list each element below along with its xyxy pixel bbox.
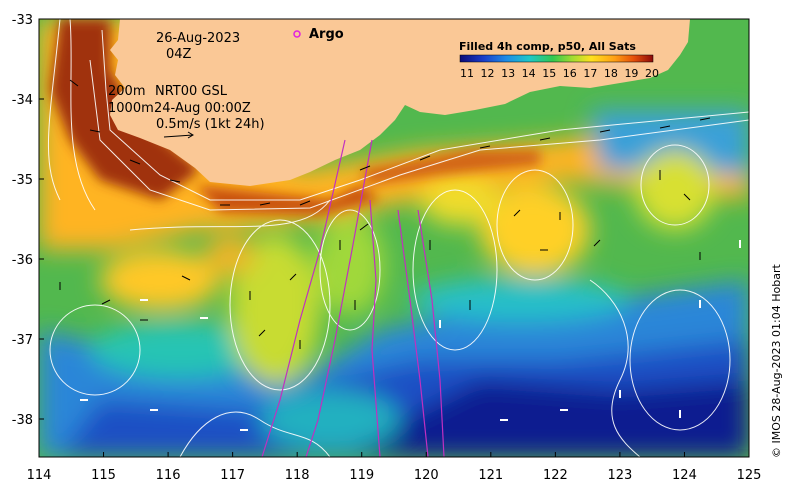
colorbar-tick-label: 16	[563, 67, 577, 80]
colorbar-tick-label: 15	[542, 67, 556, 80]
contour-label-1000m: 1000m	[108, 101, 154, 116]
colorbar-tick-label: 11	[460, 67, 474, 80]
colorbar-tick-label: 14	[522, 67, 536, 80]
colorbar-tick-label: 20	[645, 67, 659, 80]
latitude-axis: -33 -34 -35 -36 -37 -38	[12, 13, 44, 428]
lon-tick-label: 120	[414, 468, 439, 483]
lon-tick-label: 118	[285, 468, 310, 483]
argo-label: Argo	[309, 27, 344, 42]
lat-tick-label: -34	[12, 93, 33, 108]
lat-tick-label: -33	[12, 13, 33, 28]
colorbar-tick-label: 19	[624, 67, 638, 80]
altimetry-label: NRT00 GSL	[155, 84, 228, 99]
colorbar-tick-label: 12	[481, 67, 495, 80]
colorbar-title: Filled 4h comp, p50, All Sats	[459, 40, 636, 53]
longitude-axis: 114 115 116 117 118 119 120 121 122 123 124 125	[27, 452, 762, 483]
lon-tick-label: 119	[349, 468, 374, 483]
lon-tick-label: 122	[543, 468, 568, 483]
lon-tick-label: 114	[27, 468, 52, 483]
colorbar-ticks: 11 12 13 14 15 16 17 18 19 20	[460, 67, 659, 80]
colorbar-tick-label: 13	[501, 67, 515, 80]
lat-tick-label: -35	[12, 173, 33, 188]
lon-tick-label: 117	[220, 468, 245, 483]
altimetry-time: 24-Aug 00:00Z	[154, 101, 251, 116]
lat-tick-label: -38	[12, 413, 33, 428]
lon-tick-label: 116	[156, 468, 181, 483]
lat-tick-label: -36	[12, 253, 33, 268]
sst-field	[39, 19, 749, 457]
lat-tick-label: -37	[12, 333, 33, 348]
contour-label-200m: 200m	[108, 84, 145, 99]
argo-marker	[293, 30, 301, 38]
lon-tick-label: 121	[478, 468, 503, 483]
colorbar	[459, 54, 654, 63]
lon-tick-label: 124	[672, 468, 697, 483]
lon-tick-label: 123	[607, 468, 632, 483]
vector-scale-arrow	[163, 131, 194, 139]
colorbar-tick-label: 17	[583, 67, 597, 80]
vector-scale-label: 0.5m/s (1kt 24h)	[156, 117, 265, 132]
lon-tick-label: 115	[91, 468, 116, 483]
map-date: 26-Aug-2023	[156, 31, 240, 46]
lon-tick-label: 125	[737, 468, 762, 483]
plot-frame	[38, 18, 750, 458]
colorbar-tick-label: 18	[604, 67, 618, 80]
map-hour: 04Z	[166, 47, 192, 62]
